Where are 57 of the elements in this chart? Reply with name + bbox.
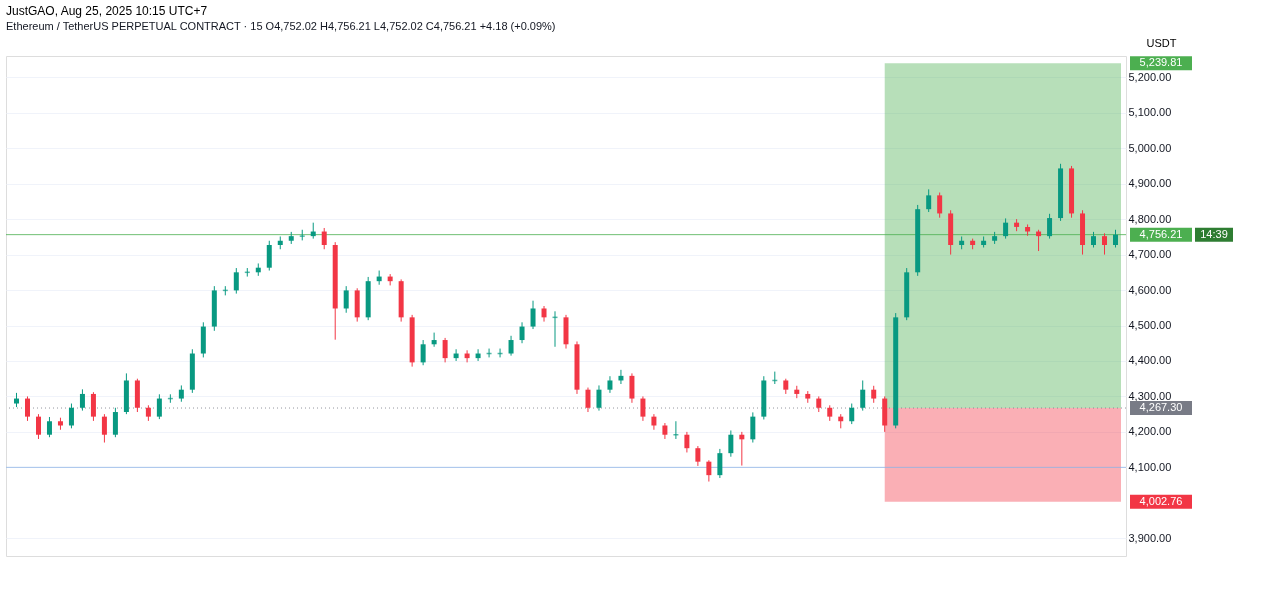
ref-line-label: 4,756.21: [1139, 227, 1183, 240]
y-tick-label: 4,200.00: [1128, 425, 1172, 438]
y-tick-label: 5,100.00: [1128, 106, 1172, 119]
y-tick-label: 4,900.00: [1128, 177, 1172, 190]
candlestick: [101, 413, 107, 444]
candlestick: [750, 411, 756, 444]
candlestick: [68, 403, 74, 429]
candlestick: [233, 267, 239, 295]
candlestick: [79, 388, 85, 412]
y-axis-title: USDT: [1146, 36, 1177, 49]
candlestick: [442, 337, 448, 363]
candlestick: [706, 459, 712, 483]
band-label: 4,002.76: [1139, 494, 1183, 507]
candlestick: [508, 335, 514, 357]
candlestick: [90, 391, 96, 422]
candlestick: [1047, 213, 1053, 240]
y-tick-label: 4,500.00: [1128, 319, 1172, 331]
y-tick-label: 4,800.00: [1128, 212, 1172, 225]
y-tick-label: 4,300.00: [1128, 389, 1172, 402]
candlestick: [431, 332, 437, 348]
candlestick: [24, 395, 30, 422]
candlestick: [717, 448, 723, 479]
band-label: 5,239.81: [1139, 56, 1183, 69]
candlestick: [530, 300, 536, 330]
y-tick-label: 4,600.00: [1128, 283, 1172, 296]
candlestick: [728, 429, 734, 458]
candlestick: [640, 395, 646, 422]
y-tick-label: 4,700.00: [1128, 248, 1172, 261]
candlestick: [695, 445, 701, 467]
y-tick-label: 5,200.00: [1128, 70, 1172, 83]
candlestick: [112, 407, 118, 438]
y-tick-label: 4,100.00: [1128, 460, 1172, 473]
candlestick: [35, 413, 41, 440]
candlestick: [585, 387, 591, 413]
candlestick: [343, 285, 349, 314]
candlestick: [684, 431, 690, 453]
chart-subtitle: Ethereum / TetherUS PERPETUAL CONTRACT · 15 O4,752.02 H4,756.21 L4,752.02 C4,756.21 +4.18 (+0.09%): [6, 20, 556, 32]
candlestick: [629, 372, 635, 404]
y-tick-label: 5,000.00: [1128, 141, 1172, 154]
y-tick-label: 3,900.00: [1128, 531, 1172, 544]
candlestick: [156, 393, 162, 420]
candlestick: [596, 384, 602, 412]
y-tick-label: 4,400.00: [1128, 354, 1172, 367]
candlestick: [1003, 217, 1009, 240]
candlestick: [420, 339, 426, 366]
ref-line-label: 4,267.30: [1139, 401, 1183, 414]
candlestick: [46, 416, 52, 438]
candlestick: [860, 379, 866, 412]
candlestick: [1102, 232, 1108, 256]
candlestick: [849, 403, 855, 425]
text: 14:39: [1200, 227, 1228, 240]
candlestick: [519, 321, 525, 344]
chart-title: JustGAO, Aug 25, 2025 10:15 UTC+7: [6, 4, 208, 18]
candlestick: [266, 240, 272, 272]
candlestick: [937, 192, 943, 219]
candlestick: [321, 227, 327, 250]
candlestick: [926, 188, 932, 213]
